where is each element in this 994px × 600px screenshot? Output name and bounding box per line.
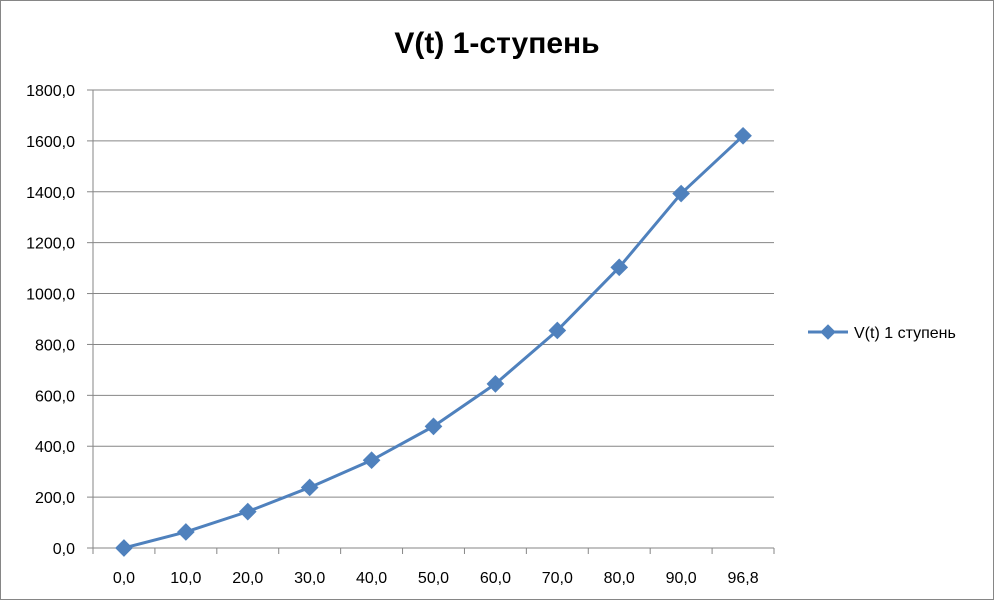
axis-layer: 0,0 200,0 400,0 600,0 800,0 1000,0 1200,0 1400,… (26, 83, 775, 587)
data-point (362, 451, 381, 470)
y-tick-label: 400,0 (35, 439, 75, 456)
x-tick-label: 96,8 (727, 570, 758, 587)
y-tick-label: 1200,0 (26, 236, 75, 253)
x-tick-label: 70,0 (542, 570, 573, 587)
y-tick-label: 1400,0 (26, 185, 75, 202)
y-tick-label: 600,0 (35, 388, 75, 405)
y-tick-label: 1600,0 (26, 134, 75, 151)
series-layer (115, 126, 752, 557)
x-tick-label: 50,0 (418, 570, 449, 587)
grid-layer (93, 89, 774, 498)
y-tick-label: 800,0 (35, 337, 75, 354)
data-point (672, 184, 690, 203)
chart-title: V(t) 1-ступень (394, 27, 599, 60)
x-tick-label: 10,0 (170, 570, 201, 587)
data-point (115, 539, 133, 557)
y-tick-label: 1000,0 (26, 287, 75, 304)
y-tick-label: 0,0 (53, 541, 75, 558)
legend-marker (820, 324, 836, 340)
data-point (610, 258, 629, 277)
legend-label: V(t) 1 ступень (854, 325, 956, 342)
y-tick-label: 200,0 (35, 490, 75, 507)
data-point (177, 523, 195, 541)
x-tick-label: 20,0 (232, 570, 263, 587)
x-tick-label: 0,0 (113, 570, 135, 587)
data-point (486, 375, 505, 393)
data-point (238, 502, 257, 521)
x-tick-label: 30,0 (294, 570, 325, 587)
x-tick-label: 40,0 (356, 570, 387, 587)
x-tick-label: 80,0 (604, 570, 635, 587)
y-tick-label: 1800,0 (26, 83, 75, 100)
legend: V(t) 1 ступень (808, 324, 956, 342)
data-point (734, 126, 752, 145)
x-tick-label: 90,0 (666, 570, 697, 587)
series-line (123, 134, 745, 550)
data-point (548, 321, 567, 340)
data-point (424, 417, 443, 436)
x-tick-label: 60,0 (480, 570, 511, 587)
data-point (300, 478, 319, 497)
